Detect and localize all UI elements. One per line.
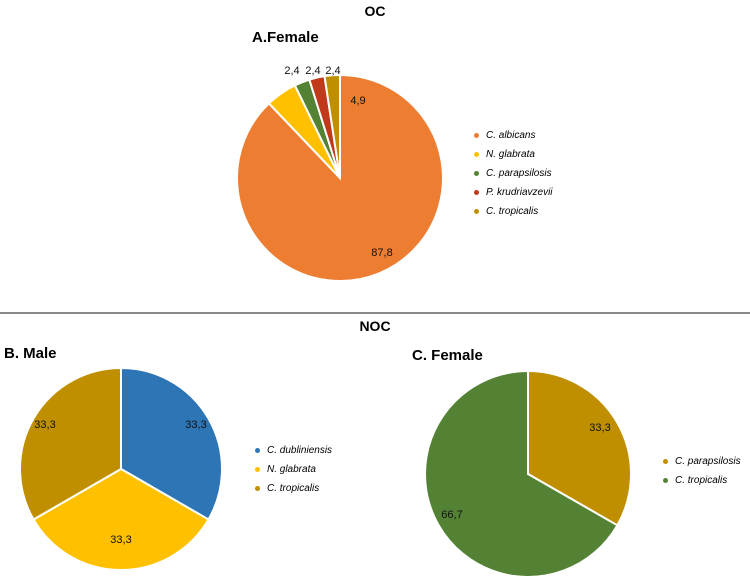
legend-item-p-krudriavzevii: P. krudriavzevii: [474, 183, 553, 202]
legend-item-c-tropicalis: C. tropicalis: [474, 202, 553, 221]
legend-label: P. krudriavzevii: [486, 187, 553, 198]
legend-item-c-tropicalis: C. tropicalis: [663, 471, 741, 490]
pie-slice-c-tropicalis: [424, 369, 619, 576]
chart-c-title: C. Female: [412, 347, 483, 364]
pie-slice-c-dubliniensis: [120, 366, 223, 521]
legend-item-c-parapsilosis: C. parapsilosis: [474, 164, 553, 183]
pie-slice-c-tropicalis: [323, 73, 341, 179]
legend-label: C. parapsilosis: [486, 168, 552, 179]
legend-swatch: [255, 486, 260, 491]
section-divider: [0, 312, 750, 314]
data-label-c-parapsilosis: 33,3: [589, 422, 610, 434]
data-label-c-tropicalis: 2,4: [325, 65, 340, 77]
pie-chart-a-female: 87,8 4,9 2,4 2,4 2,4: [236, 65, 444, 282]
pie-slice-c-parapsilosis: [527, 369, 632, 527]
legend-label: C. tropicalis: [675, 475, 728, 486]
legend-label: N. glabrata: [486, 149, 535, 160]
pie-chart-b-male: 33,3 33,3 33,3: [19, 366, 223, 571]
chart-a-title: A.Female: [252, 29, 319, 46]
pie-slice-c-tropicalis: [19, 366, 122, 521]
legend-chart-a: C. albicans N. glabrata C. parapsilosis P. …: [474, 126, 553, 221]
data-label-c-tropicalis: 33,3: [34, 419, 55, 431]
legend-label: C. dubliniensis: [267, 445, 333, 456]
data-label-c-tropicalis: 66,7: [441, 509, 462, 521]
noc-section-title: NOC: [359, 318, 391, 334]
legend-item-n-glabrata: N. glabrata: [474, 145, 553, 164]
legend-swatch: [474, 171, 479, 176]
legend-label: C. tropicalis: [486, 206, 539, 217]
data-label-c-dubliniensis: 33,3: [185, 419, 206, 431]
legend-swatch: [663, 459, 668, 464]
legend-label: C. albicans: [486, 130, 536, 141]
legend-item-c-parapsilosis: C. parapsilosis: [663, 452, 741, 471]
legend-item-c-tropicalis: C. tropicalis: [255, 479, 332, 498]
legend-label: C. parapsilosis: [675, 456, 741, 467]
legend-swatch: [255, 448, 260, 453]
legend-label: C. tropicalis: [267, 483, 320, 494]
data-label-n-glabrata: 4,9: [350, 95, 365, 107]
chart-b-title: B. Male: [4, 345, 57, 362]
pie-chart-c-female: 33,3 66,7: [424, 369, 632, 576]
legend-item-c-dubliniensis: C. dubliniensis: [255, 441, 332, 460]
legend-swatch: [474, 133, 479, 138]
legend-swatch: [474, 190, 479, 195]
data-label-n-glabrata: 33,3: [110, 534, 131, 546]
data-label-c-albicans: 87,8: [371, 247, 392, 259]
legend-swatch: [255, 467, 260, 472]
data-label-c-parapsilosis: 2,4: [284, 65, 299, 77]
data-label-p-krudriavzevii: 2,4: [305, 65, 320, 77]
oc-section-title: OC: [364, 3, 386, 19]
legend-item-n-glabrata: N. glabrata: [255, 460, 332, 479]
legend-label: N. glabrata: [267, 464, 316, 475]
legend-chart-c: C. parapsilosis C. tropicalis: [663, 452, 741, 490]
legend-item-c-albicans: C. albicans: [474, 126, 553, 145]
legend-swatch: [474, 152, 479, 157]
legend-swatch: [474, 209, 479, 214]
legend-swatch: [663, 478, 668, 483]
legend-chart-b: C. dubliniensis N. glabrata C. tropicalis: [255, 441, 332, 498]
